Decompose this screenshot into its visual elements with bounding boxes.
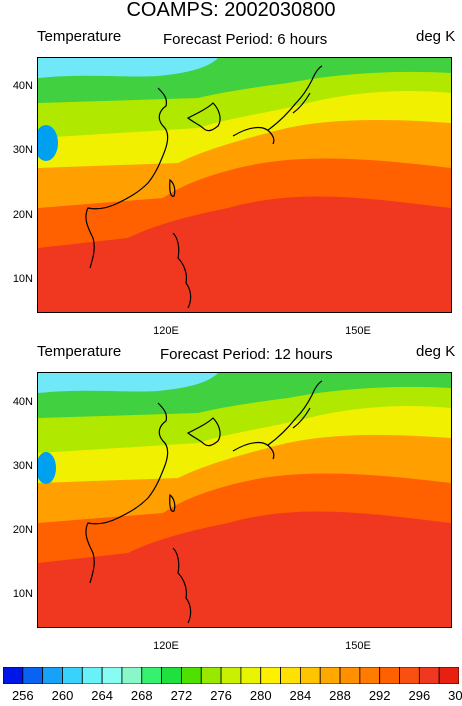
panel-1-xtick: 150E: [345, 325, 371, 337]
panel-2-ytick: 30N: [12, 460, 33, 472]
panel-1-forecast-label: Forecast Period: 6 hours: [163, 31, 328, 48]
colorbar-label: 288: [329, 688, 351, 703]
panel-1-ytick: 40N: [12, 80, 33, 92]
panel-2-units-label: deg K: [416, 343, 456, 360]
colorbar-swatch: [200, 667, 222, 684]
panel-2-xtick: 120E: [153, 640, 179, 652]
colorbar-label: 268: [130, 688, 153, 703]
panel-1-ytick: 30N: [12, 144, 33, 156]
colorbar-swatch: [101, 667, 123, 684]
colorbar-label: 276: [210, 688, 232, 703]
colorbar-swatch: [3, 667, 24, 684]
colorbar-swatch: [220, 667, 242, 684]
panel-2-ytick: 20N: [12, 524, 33, 536]
panel-1-units-label: deg K: [416, 28, 456, 45]
panel-1-ytick: 20N: [12, 209, 33, 221]
panel-1-map: [37, 57, 452, 313]
panel-2-ytick: 40N: [12, 396, 33, 408]
colorbar-swatch: [299, 667, 321, 684]
colorbar-label: 292: [368, 688, 391, 703]
colorbar: [3, 667, 459, 684]
colorbar-swatch: [161, 667, 182, 684]
colorbar-label: 280: [249, 688, 272, 703]
colorbar-swatch: [121, 667, 143, 684]
panel-1-ytick: 10N: [12, 273, 33, 285]
panel-2-map: [37, 372, 452, 628]
colorbar-label: 260: [51, 688, 74, 703]
colorbar-label: 264: [91, 688, 113, 703]
panel-2-forecast-label: Forecast Period: 12 hours: [160, 346, 333, 363]
colorbar-swatch: [81, 667, 103, 684]
colorbar-swatch: [62, 667, 83, 684]
panel-2-field-cool: [38, 373, 218, 393]
colorbar-label: 296: [408, 688, 431, 703]
colorbar-swatch: [280, 667, 301, 684]
panel-2-field-cold-spot: [38, 452, 56, 484]
panel-2-temperature-field: [38, 373, 451, 627]
colorbar-swatch: [240, 667, 262, 684]
panel-2-xtick: 150E: [345, 640, 371, 652]
colorbar-swatch: [359, 667, 381, 684]
colorbar-swatch: [260, 667, 281, 684]
panel-1-variable-label: Temperature: [37, 28, 122, 45]
colorbar-swatch: [339, 667, 361, 684]
panel-1-field-cool: [38, 58, 218, 78]
colorbar-label: 284: [289, 688, 312, 703]
figure-title: COAMPS: 2002030800: [126, 0, 336, 21]
colorbar-swatch: [418, 667, 440, 684]
panel-1-temperature-field: [38, 58, 451, 312]
colorbar-swatch: [379, 667, 400, 684]
colorbar-swatch: [141, 667, 163, 684]
colorbar-swatch: [438, 667, 459, 684]
colorbar-swatch: [319, 667, 341, 684]
panel-1-xtick: 120E: [153, 325, 179, 337]
panel-2-ytick: 10N: [12, 588, 33, 600]
colorbar-label: 300: [448, 688, 462, 703]
colorbar-swatch: [399, 667, 420, 684]
colorbar-swatch: [42, 667, 63, 684]
panel-1-field-cold-spot: [38, 125, 58, 161]
panel-2-coastlines: [85, 380, 323, 624]
colorbar-label: 256: [11, 688, 34, 703]
colorbar-swatch: [22, 667, 44, 684]
panel-1-coastlines: [85, 65, 323, 309]
colorbar-swatch: [181, 667, 202, 684]
colorbar-label: 272: [170, 688, 193, 703]
panel-2-variable-label: Temperature: [37, 343, 122, 360]
